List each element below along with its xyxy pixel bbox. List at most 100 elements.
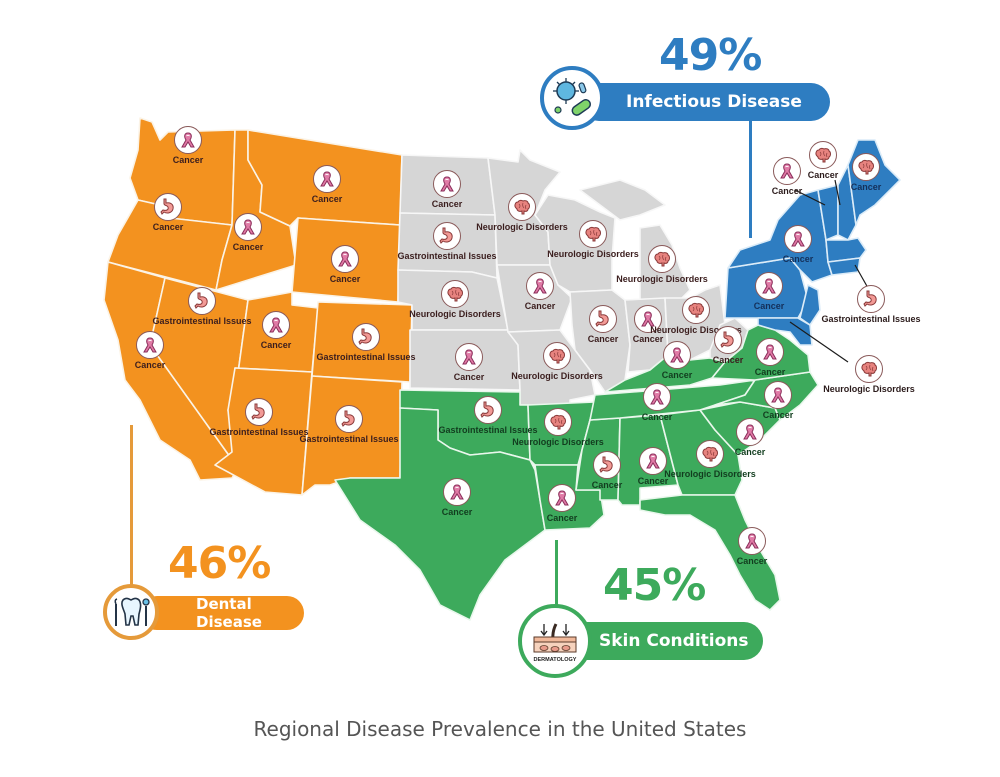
state-marker-label: Cancer (232, 242, 264, 252)
stomach-icon (433, 222, 461, 250)
stomach-icon (714, 326, 742, 354)
infectious-disease-label: Infectious Disease (580, 83, 830, 121)
stomach-icon (188, 287, 216, 315)
state-marker-label: Gastrointestinal Issues (299, 434, 399, 444)
state-florida (639, 494, 781, 611)
state-marker-label: Cancer (637, 476, 669, 486)
state-marker-michigan: Neurologic Disorders (607, 245, 717, 284)
ribbon-icon (526, 272, 554, 300)
state-marker-label: Cancer (754, 367, 786, 377)
state-marker-label: Cancer (807, 170, 839, 180)
state-marker-label: Cancer (591, 480, 623, 490)
infectious-disease-leader-line (749, 118, 752, 238)
state-marker-label: Gastrointestinal Issues (152, 316, 252, 326)
state-marker-arkansas: Neurologic Disorders (503, 408, 613, 447)
state-marker-label: Cancer (329, 274, 361, 284)
state-marker-label: Neurologic Disorders (664, 469, 756, 479)
ribbon-icon (639, 447, 667, 475)
state-marker-vermont: Cancer (732, 157, 842, 196)
state-marker-label: Cancer (152, 222, 184, 232)
state-marker-idaho: Cancer (193, 213, 303, 252)
region-south (334, 324, 819, 621)
state-marker-label: Neurologic Disorders (512, 437, 604, 447)
state-marker-north-carolina: Cancer (723, 381, 833, 420)
skin-conditions-percent: 45% (603, 560, 706, 611)
state-marker-label: Neurologic Disorders (547, 249, 639, 259)
state-marker-label: Neurologic Disorders (650, 325, 742, 335)
state-marker-texas: Cancer (402, 478, 512, 517)
state-maryland-delaware (757, 317, 813, 346)
state-kentucky (604, 354, 726, 393)
state-marker-label: Cancer (453, 372, 485, 382)
ribbon-icon (756, 338, 784, 366)
brain-icon (579, 220, 607, 248)
ribbon-icon (433, 170, 461, 198)
dermatology-skin-icon: DERMATOLOGY (518, 604, 592, 678)
state-marker-label: Cancer (712, 355, 744, 365)
state-marker-kansas: Cancer (414, 343, 524, 382)
brain-icon (682, 296, 710, 324)
state-marker-west-virginia: Cancer (673, 326, 783, 365)
state-marker-label: Cancer (260, 340, 292, 350)
stomach-icon (245, 398, 273, 426)
state-marker-missouri: Neurologic Disorders (502, 342, 612, 381)
ribbon-icon (755, 272, 783, 300)
ribbon-icon (773, 157, 801, 185)
state-texas (334, 407, 546, 621)
state-marker-arizona: Gastrointestinal Issues (204, 398, 314, 437)
state-marker-ohio: Neurologic Disorders (641, 296, 751, 335)
state-marker-north-dakota: Cancer (392, 170, 502, 209)
state-connecticut-ri (827, 257, 861, 276)
state-marker-utah: Cancer (221, 311, 331, 350)
state-marker-label: Gastrointestinal Issues (316, 352, 416, 362)
state-marker-label: Neurologic Disorders (476, 222, 568, 232)
tooth-dental-tools-icon (103, 584, 159, 640)
state-marker-label: Cancer (134, 360, 166, 370)
state-marker-south-carolina: Cancer (695, 418, 805, 457)
state-marker-label: Cancer (546, 513, 578, 523)
state-new-jersey (799, 284, 821, 326)
dermatology-icon-text: DERMATOLOGY (533, 656, 577, 663)
state-marker-label: Gastrointestinal Issues (821, 314, 921, 324)
state-marker-label: Cancer (431, 199, 463, 209)
state-marker-label: Cancer (782, 254, 814, 264)
brain-icon (696, 440, 724, 468)
state-marker-alabama: Cancer (598, 447, 708, 486)
state-new-hampshire (837, 164, 857, 241)
infectious-disease-percent: 49% (659, 30, 762, 81)
state-marker-virginia: Cancer (715, 338, 825, 377)
ribbon-icon (443, 478, 471, 506)
state-marker-nebraska: Neurologic Disorders (400, 280, 510, 319)
state-marker-label: Cancer (524, 301, 556, 311)
state-marker-new-mexico: Gastrointestinal Issues (294, 405, 404, 444)
state-marker-florida: Cancer (697, 527, 807, 566)
state-marker-minnesota: Neurologic Disorders (467, 193, 577, 232)
pointer-arrows (789, 179, 869, 363)
brain-icon (441, 280, 469, 308)
virus-bacteria-icon (540, 66, 604, 130)
state-marker-maryland-delaware: Neurologic Disorders (814, 355, 924, 394)
brain-icon (809, 141, 837, 169)
ribbon-icon (262, 311, 290, 339)
state-marker-label: Cancer (753, 301, 785, 311)
state-marker-nevada: Gastrointestinal Issues (147, 287, 257, 326)
state-marker-mississippi: Cancer (552, 451, 662, 490)
state-marker-label: Neurologic Disorders (511, 371, 603, 381)
dental-disease-percent: 46% (168, 538, 271, 589)
ribbon-icon (455, 343, 483, 371)
ribbon-icon (738, 527, 766, 555)
stomach-icon (857, 285, 885, 313)
state-marker-oklahoma: Gastrointestinal Issues (433, 396, 543, 435)
ribbon-icon (784, 225, 812, 253)
dental-disease-label: Dental Disease (140, 595, 304, 631)
state-marker-label: Cancer (762, 410, 794, 420)
state-marker-new-york: Cancer (743, 225, 853, 264)
state-marker-south-dakota: Gastrointestinal Issues (392, 222, 502, 261)
stomach-icon (352, 323, 380, 351)
stomach-icon (474, 396, 502, 424)
state-marker-label: Cancer (734, 447, 766, 457)
stomach-icon (154, 193, 182, 221)
ribbon-icon (764, 381, 792, 409)
state-marker-label: Cancer (632, 334, 664, 344)
state-marker-wisconsin: Neurologic Disorders (538, 220, 648, 259)
